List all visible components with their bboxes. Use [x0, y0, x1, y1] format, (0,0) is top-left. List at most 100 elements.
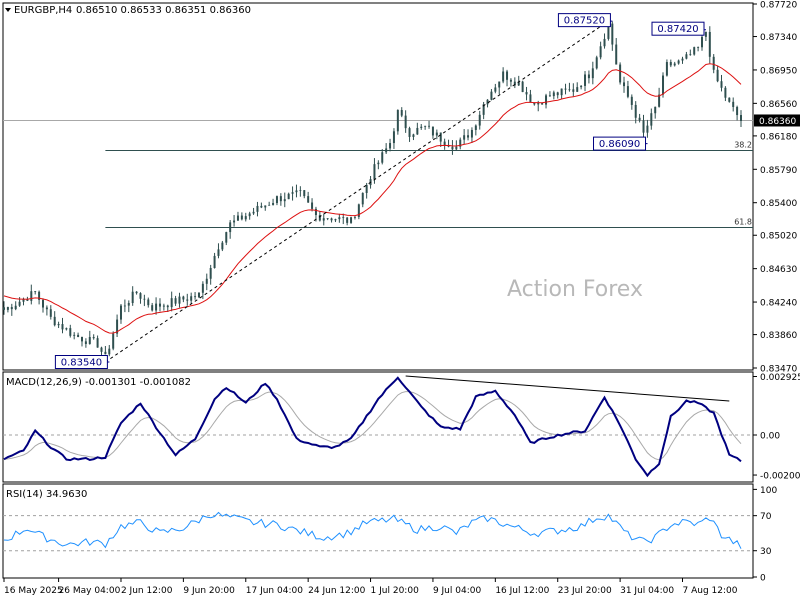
macd-tick-label: -0.002002	[760, 472, 800, 482]
candle-body	[116, 319, 119, 334]
candle-body	[428, 125, 431, 127]
candle-body	[673, 63, 676, 66]
candle-body	[240, 215, 243, 220]
candle-body	[619, 64, 622, 83]
candle-body	[268, 204, 271, 206]
candle-body	[517, 81, 520, 86]
price-trendline	[105, 20, 609, 363]
candle-body	[342, 217, 345, 219]
price-tick-label: 0.83470	[760, 365, 797, 375]
candle-body	[338, 217, 341, 220]
candle-body	[615, 44, 618, 65]
candle-body	[314, 208, 317, 216]
candle-body	[533, 102, 536, 105]
candle-body	[424, 125, 427, 127]
candle-body	[712, 56, 715, 70]
candle-body	[311, 202, 314, 209]
candle-body	[490, 91, 493, 100]
time-tick-label: 7 Aug 12:00	[683, 586, 738, 596]
candle-body	[689, 54, 692, 56]
candle-body	[389, 143, 392, 149]
candle-body	[53, 316, 56, 326]
candle-body	[307, 196, 310, 203]
candle-body	[10, 307, 13, 310]
time-tick-label: 31 Jul 04:00	[620, 586, 674, 596]
candle-body	[646, 125, 649, 133]
candle-body	[564, 88, 567, 90]
candle-body	[502, 71, 505, 82]
candle-body	[611, 23, 614, 45]
candle-body	[521, 81, 524, 93]
candle-body	[736, 106, 739, 116]
candle-body	[197, 292, 200, 298]
candle-body	[34, 291, 37, 293]
candle-body	[201, 283, 204, 293]
candle-body	[279, 196, 282, 202]
candle-body	[112, 333, 115, 349]
candle-body	[591, 68, 594, 79]
candle-body	[720, 81, 723, 88]
candle-body	[88, 337, 91, 344]
price-axis: 0.87720 0.87340 0.86950 0.86560 0.86180 0.857…	[753, 1, 797, 375]
candle-body	[151, 305, 154, 311]
candle-body	[556, 92, 559, 96]
candle-body	[272, 203, 275, 205]
price-level-labels: 0.87520 0.87420 0.86090 0.83540	[54, 13, 707, 370]
candle-body	[408, 128, 411, 137]
dashed-trendline	[105, 20, 609, 363]
candle-body	[264, 205, 267, 208]
candle-body	[225, 232, 228, 243]
candle-body	[642, 120, 645, 133]
candle-body	[607, 23, 610, 39]
candle-body	[353, 216, 356, 218]
candle-body	[740, 115, 742, 122]
candle-body	[326, 218, 329, 220]
candle-body	[385, 148, 388, 153]
candle-body	[708, 31, 711, 57]
candle-body	[256, 205, 259, 212]
candle-body	[697, 47, 700, 48]
time-tick-label: 23 Jul 20:00	[558, 586, 612, 596]
candle-body	[541, 102, 544, 105]
time-tick-label: 16 Jul 12:00	[495, 586, 549, 596]
macd-trendline	[405, 375, 730, 402]
candle-body	[373, 164, 376, 180]
macd-main-line	[3, 376, 742, 478]
candle-body	[49, 309, 52, 317]
price-tick-label: 0.83860	[760, 331, 797, 341]
fib-level-label: 38.2	[734, 140, 752, 149]
candle-body	[186, 299, 189, 301]
candle-body	[381, 152, 384, 163]
time-tick-label: 2 Jun 12:00	[121, 586, 173, 596]
candle-body	[252, 211, 255, 214]
candle-body	[634, 104, 637, 118]
dropdown-triangle-icon[interactable]	[5, 8, 11, 12]
rsi-indicator: 100 70 30 0	[3, 486, 777, 584]
rsi-tick-label: 70	[760, 512, 772, 522]
candle-body	[654, 106, 657, 114]
candle-body	[143, 298, 146, 300]
candle-body	[104, 351, 107, 355]
macd-label: MACD(12,26,9) -0.001301 -0.001082	[6, 377, 191, 388]
candle-body	[22, 298, 25, 302]
candle-body	[498, 81, 501, 88]
candle-body	[568, 89, 571, 91]
candle-body	[45, 307, 48, 310]
price-panel-frame	[2, 2, 754, 371]
candle-body	[435, 132, 438, 136]
candle-body	[178, 296, 181, 304]
candle-body	[209, 267, 212, 279]
candle-body	[158, 303, 161, 307]
candle-body	[509, 79, 512, 82]
time-tick-label: 9 Jun 20:00	[183, 586, 235, 596]
price-tick-label: 0.84630	[760, 265, 797, 275]
candle-body	[587, 74, 590, 79]
moving-average-line	[3, 63, 742, 334]
candle-body	[287, 193, 290, 200]
candle-body	[334, 219, 337, 221]
rsi-label: RSI(14) 34.9630	[6, 489, 87, 500]
candle-body	[174, 298, 177, 304]
macd-tick-label: 0.00	[760, 432, 780, 442]
rsi-line	[3, 511, 742, 549]
